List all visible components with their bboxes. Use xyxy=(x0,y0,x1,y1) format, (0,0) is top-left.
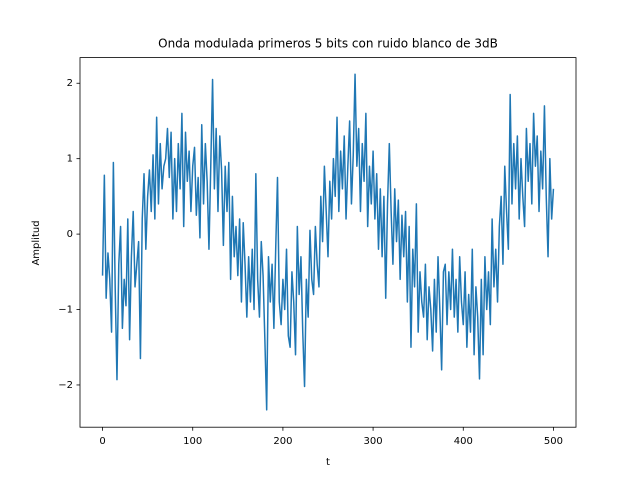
x-tick-label: 200 xyxy=(273,436,292,447)
y-tick-label: 0 xyxy=(67,229,73,240)
y-axis-label: Amplitud xyxy=(31,220,42,265)
x-axis-label: t xyxy=(326,457,330,468)
y-tick-label: 2 xyxy=(67,78,73,89)
x-tick-label: 100 xyxy=(183,436,202,447)
y-tick-label: −2 xyxy=(58,380,73,391)
x-tick-label: 400 xyxy=(454,436,473,447)
x-tick-label: 0 xyxy=(99,436,105,447)
data-line xyxy=(101,73,555,411)
axes-frame xyxy=(79,57,577,428)
x-tick-label: 300 xyxy=(364,436,383,447)
y-tick-label: 1 xyxy=(67,154,73,165)
y-tick-label: −1 xyxy=(58,305,73,316)
x-tick-label: 500 xyxy=(544,436,563,447)
chart-title: Onda modulada primeros 5 bits con ruido … xyxy=(158,37,498,51)
